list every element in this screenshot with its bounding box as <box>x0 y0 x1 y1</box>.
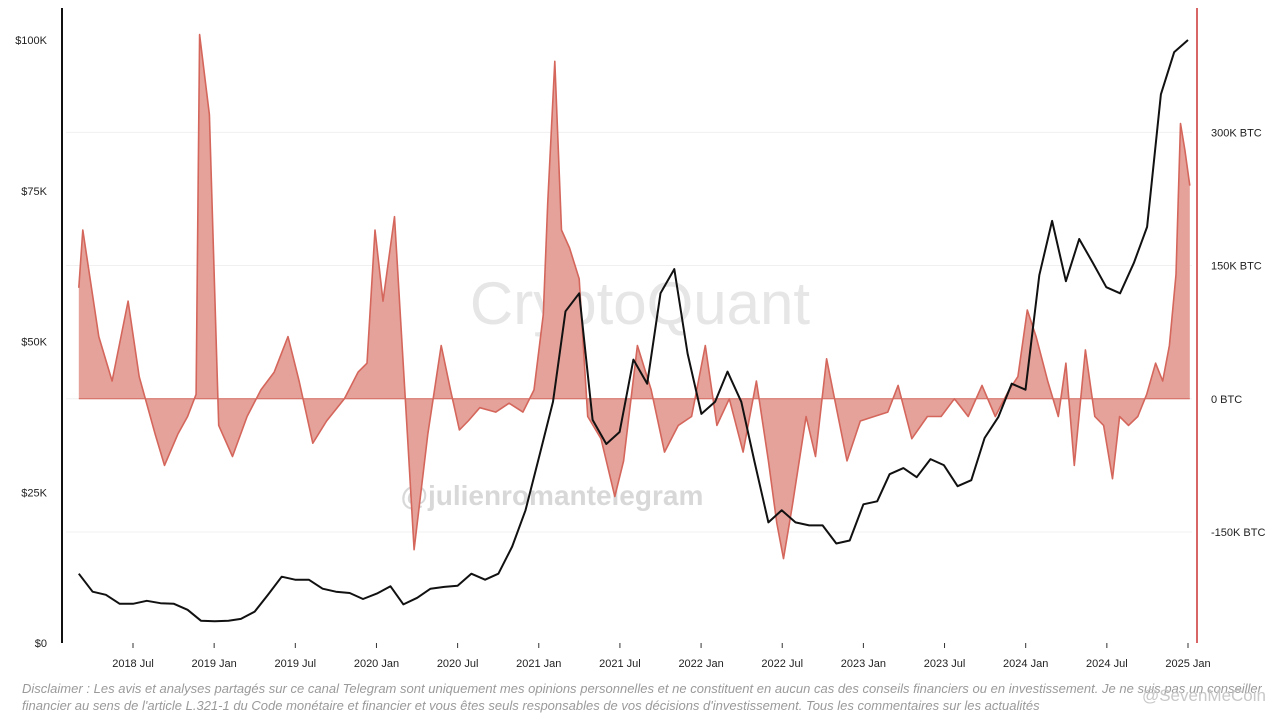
x-axis-ticks: 2018 Jul 2019 Jan 2019 Jul 2020 Jan 2020 Jul… <box>112 643 1211 670</box>
x-tick-label: 2022 Jan <box>678 658 723 670</box>
left-tick-label: $50K <box>21 337 47 349</box>
x-tick-label: 2019 Jan <box>192 658 237 670</box>
x-tick-label: 2022 Jul <box>761 658 803 670</box>
x-tick-label: 2018 Jul <box>112 658 154 670</box>
handle-watermark: @julienromantelegram <box>401 480 704 511</box>
netflow-area <box>78 34 1190 559</box>
x-tick-label: 2020 Jul <box>437 658 479 670</box>
right-tick-label: 300K BTC <box>1211 127 1262 139</box>
brand-watermark: CryptoQuant <box>470 270 810 337</box>
x-tick-label: 2023 Jul <box>924 658 966 670</box>
x-tick-label: 2024 Jul <box>1086 658 1128 670</box>
left-tick-label: $25K <box>21 487 47 499</box>
left-axis-ticks: $0 $25K $50K $75K $100K <box>15 35 47 650</box>
x-tick-label: 2024 Jan <box>1003 658 1048 670</box>
corner-watermark: @SevenMeCoin <box>1141 686 1266 705</box>
left-tick-label: $0 <box>35 638 47 650</box>
x-tick-label: 2021 Jul <box>599 658 641 670</box>
x-tick-label: 2023 Jan <box>841 658 886 670</box>
netflow-price-chart: CryptoQuant @julienromantelegram $0$25K$… <box>15 8 1265 670</box>
right-axis-ticks: -150K BTC 0 BTC 150K BTC 300K BTC <box>1211 127 1265 539</box>
x-tick-label: 2019 Jul <box>275 658 317 670</box>
netflow-line <box>78 33 1191 560</box>
x-tick-label: 2021 Jan <box>516 658 561 670</box>
right-tick-label: 0 BTC <box>1211 394 1242 406</box>
x-tick-label: 2020 Jan <box>354 658 399 670</box>
x-tick-label: 2025 Jan <box>1165 658 1210 670</box>
left-tick-label: $100K <box>15 35 47 47</box>
price-line <box>78 39 1189 623</box>
left-tick-label: $75K <box>21 186 47 198</box>
right-tick-label: 150K BTC <box>1211 261 1262 273</box>
right-tick-label: -150K BTC <box>1211 527 1265 539</box>
disclaimer-text: Disclaimer : Les avis et analyses partag… <box>22 681 1262 713</box>
